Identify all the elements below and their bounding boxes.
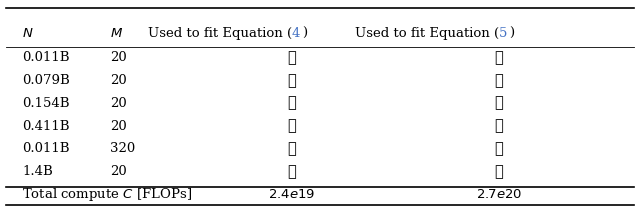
Text: ✓: ✓	[494, 142, 503, 156]
Text: ✓: ✓	[287, 96, 296, 110]
Text: $N$: $N$	[22, 27, 34, 40]
Text: $2.7e20$: $2.7e20$	[476, 188, 522, 201]
Text: 20: 20	[110, 97, 127, 110]
Text: 0.411B: 0.411B	[22, 120, 70, 133]
Text: 1.4B: 1.4B	[22, 165, 53, 178]
Text: ✓: ✓	[494, 96, 503, 110]
Text: Used to fit Equation (: Used to fit Equation (	[355, 27, 499, 40]
Text: 0.079B: 0.079B	[22, 74, 70, 87]
Text: Used to fit Equation (: Used to fit Equation (	[148, 27, 292, 40]
Text: ✓: ✓	[287, 74, 296, 88]
Text: ✓: ✓	[287, 51, 296, 65]
Text: 320: 320	[110, 142, 135, 156]
Text: 20: 20	[110, 51, 127, 64]
Text: ): )	[509, 27, 514, 40]
Text: 0.154B: 0.154B	[22, 97, 70, 110]
Text: 20: 20	[110, 165, 127, 178]
Text: $2.4e19$: $2.4e19$	[268, 188, 316, 201]
Text: ): )	[302, 27, 307, 40]
Text: ✓: ✓	[287, 142, 296, 156]
Text: Total compute $C$ [FLOPs]: Total compute $C$ [FLOPs]	[22, 186, 192, 203]
Text: 0.011B: 0.011B	[22, 142, 70, 156]
Text: 5: 5	[499, 27, 507, 40]
Text: ✓: ✓	[494, 74, 503, 88]
Text: 4: 4	[292, 27, 300, 40]
Text: 20: 20	[110, 120, 127, 133]
Text: ✓: ✓	[287, 119, 296, 133]
Text: $M$: $M$	[110, 27, 123, 40]
Text: ✓: ✓	[494, 51, 503, 65]
Text: ✓: ✓	[494, 165, 503, 179]
Text: ✓: ✓	[494, 119, 503, 133]
Text: 20: 20	[110, 74, 127, 87]
Text: ✗: ✗	[287, 165, 296, 179]
Text: 0.011B: 0.011B	[22, 51, 70, 64]
